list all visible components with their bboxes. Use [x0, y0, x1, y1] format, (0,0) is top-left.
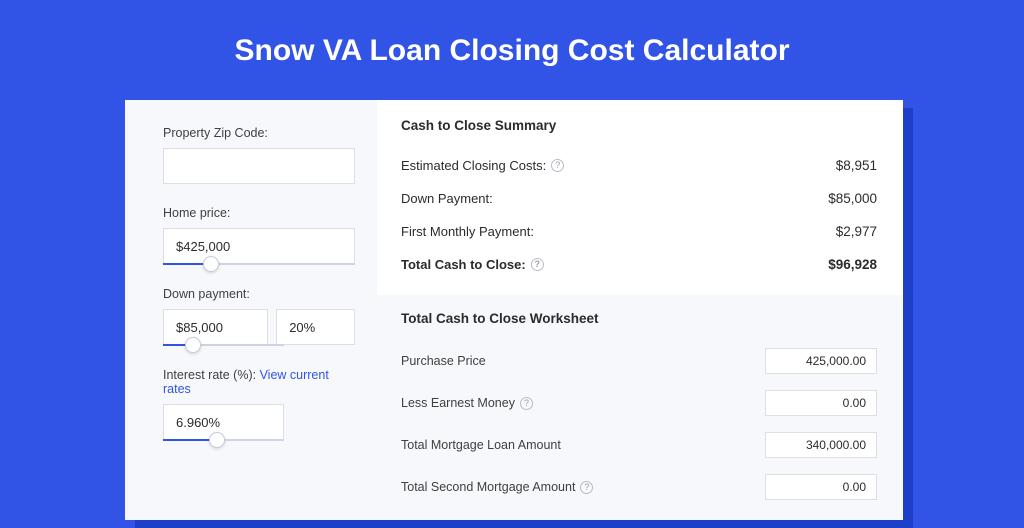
ws-input-second-mortgage[interactable] [765, 474, 877, 500]
help-icon[interactable]: ? [531, 258, 544, 271]
interest-label: Interest rate (%): View current rates [163, 368, 355, 396]
page-title: Snow VA Loan Closing Cost Calculator [0, 0, 1024, 96]
ws-label: Total Second Mortgage Amount [401, 480, 575, 494]
worksheet-title: Total Cash to Close Worksheet [401, 311, 877, 326]
interest-label-text: Interest rate (%): [163, 368, 260, 382]
ws-input-earnest-money[interactable] [765, 390, 877, 416]
ws-label: Purchase Price [401, 354, 486, 368]
results-panel: Cash to Close Summary Estimated Closing … [377, 100, 903, 520]
summary-title: Cash to Close Summary [401, 118, 877, 133]
down-payment-slider[interactable] [163, 344, 284, 346]
worksheet-panel: Total Cash to Close Worksheet Purchase P… [377, 295, 903, 520]
ws-label: Less Earnest Money [401, 396, 515, 410]
zip-label: Property Zip Code: [163, 126, 355, 140]
slider-thumb[interactable] [203, 256, 219, 272]
ws-row-purchase-price: Purchase Price [401, 340, 877, 382]
summary-label: Down Payment: [401, 191, 493, 206]
summary-label: First Monthly Payment: [401, 224, 534, 239]
interest-slider[interactable] [163, 439, 284, 441]
field-interest-rate: Interest rate (%): View current rates [163, 368, 355, 441]
field-down-payment: Down payment: [163, 287, 355, 346]
ws-label: Total Mortgage Loan Amount [401, 438, 561, 452]
summary-row-first-payment: First Monthly Payment: $2,977 [401, 215, 877, 248]
home-price-input[interactable] [163, 228, 355, 264]
summary-value: $96,928 [828, 257, 877, 272]
summary-row-down-payment: Down Payment: $85,000 [401, 182, 877, 215]
summary-value: $85,000 [828, 191, 877, 206]
ws-row-earnest-money: Less Earnest Money ? [401, 382, 877, 424]
down-payment-pct-input[interactable] [276, 309, 355, 345]
field-zip: Property Zip Code: [163, 126, 355, 184]
calculator-card: Property Zip Code: Home price: Down paym… [125, 100, 903, 520]
down-payment-label: Down payment: [163, 287, 355, 301]
help-icon[interactable]: ? [580, 481, 593, 494]
summary-row-total: Total Cash to Close: ? $96,928 [401, 248, 877, 281]
help-icon[interactable]: ? [551, 159, 564, 172]
home-price-label: Home price: [163, 206, 355, 220]
slider-thumb[interactable] [185, 337, 201, 353]
ws-row-mortgage-amount: Total Mortgage Loan Amount [401, 424, 877, 466]
summary-label: Estimated Closing Costs: [401, 158, 546, 173]
ws-row-second-mortgage: Total Second Mortgage Amount ? [401, 466, 877, 508]
down-payment-input[interactable] [163, 309, 268, 345]
summary-value: $8,951 [836, 158, 877, 173]
zip-input[interactable] [163, 148, 355, 184]
summary-row-closing-costs: Estimated Closing Costs: ? $8,951 [401, 149, 877, 182]
summary-label: Total Cash to Close: [401, 257, 526, 272]
help-icon[interactable]: ? [520, 397, 533, 410]
home-price-slider[interactable] [163, 263, 355, 265]
slider-thumb[interactable] [209, 432, 225, 448]
ws-input-purchase-price[interactable] [765, 348, 877, 374]
summary-value: $2,977 [836, 224, 877, 239]
ws-input-mortgage-amount[interactable] [765, 432, 877, 458]
inputs-panel: Property Zip Code: Home price: Down paym… [125, 100, 377, 520]
field-home-price: Home price: [163, 206, 355, 265]
